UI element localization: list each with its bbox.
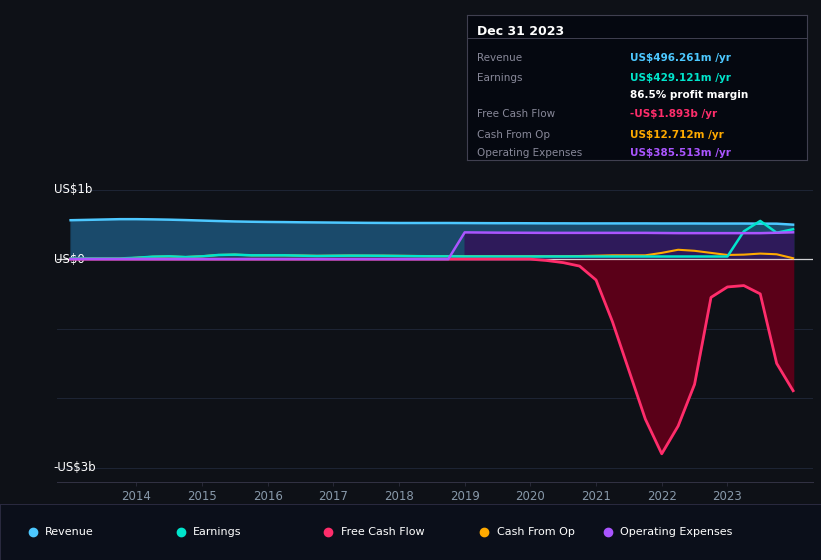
Text: Revenue: Revenue [45, 527, 94, 537]
Text: US$429.121m /yr: US$429.121m /yr [631, 73, 731, 83]
Text: Dec 31 2023: Dec 31 2023 [477, 25, 564, 38]
Text: 86.5% profit margin: 86.5% profit margin [631, 90, 749, 100]
Text: US$0: US$0 [53, 253, 85, 265]
Text: US$1b: US$1b [53, 183, 92, 196]
Text: -US$3b: -US$3b [53, 461, 96, 474]
Text: Cash From Op: Cash From Op [477, 129, 550, 139]
Text: Revenue: Revenue [477, 53, 522, 63]
Text: Cash From Op: Cash From Op [497, 527, 575, 537]
Text: Operating Expenses: Operating Expenses [477, 148, 582, 158]
Text: Free Cash Flow: Free Cash Flow [477, 109, 555, 119]
Text: US$496.261m /yr: US$496.261m /yr [631, 53, 731, 63]
Text: US$12.712m /yr: US$12.712m /yr [631, 129, 724, 139]
Text: Earnings: Earnings [477, 73, 523, 83]
Text: Operating Expenses: Operating Expenses [620, 527, 732, 537]
Text: -US$1.893b /yr: -US$1.893b /yr [631, 109, 718, 119]
Text: US$385.513m /yr: US$385.513m /yr [631, 148, 731, 158]
Text: Free Cash Flow: Free Cash Flow [341, 527, 424, 537]
Text: Earnings: Earnings [193, 527, 241, 537]
